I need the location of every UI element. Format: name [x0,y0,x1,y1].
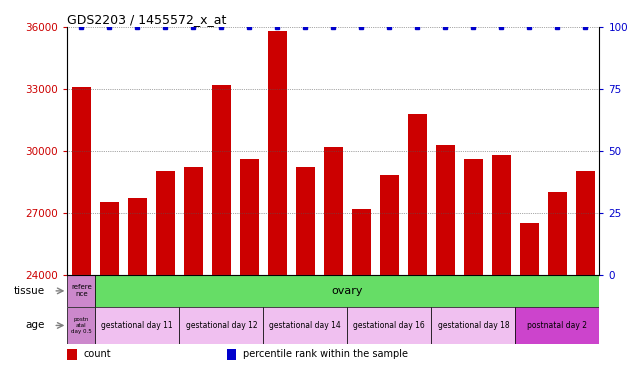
Bar [72,87,91,275]
Text: percentile rank within the sample: percentile rank within the sample [243,349,408,359]
Bar [347,307,431,344]
Text: refere
nce: refere nce [71,285,92,297]
Text: tissue: tissue [13,286,45,296]
Bar [128,198,147,275]
Bar [240,159,259,275]
Text: ovary: ovary [331,286,363,296]
Text: gestational day 16: gestational day 16 [353,321,425,330]
Bar [547,192,567,275]
Text: gestational day 14: gestational day 14 [269,321,341,330]
Bar [67,349,77,360]
Bar [296,167,315,275]
Text: gestational day 18: gestational day 18 [438,321,509,330]
Text: postnatal day 2: postnatal day 2 [528,321,587,330]
Text: postn
atal
day 0.5: postn atal day 0.5 [71,317,92,334]
Bar [463,159,483,275]
Bar [431,307,515,344]
Bar [212,85,231,275]
Bar [492,155,511,275]
Bar [227,349,237,360]
Bar [263,307,347,344]
Bar [351,209,371,275]
Bar [99,202,119,275]
Bar [67,307,96,344]
Text: count: count [83,349,111,359]
Bar [408,114,427,275]
Bar [576,171,595,275]
Bar [435,144,455,275]
Bar [156,171,175,275]
Bar [515,307,599,344]
Bar [379,175,399,275]
Bar [267,31,287,275]
Bar [179,307,263,344]
Bar [67,275,96,307]
Text: GDS2203 / 1455572_x_at: GDS2203 / 1455572_x_at [67,13,227,26]
Bar [520,223,539,275]
Text: gestational day 11: gestational day 11 [101,321,173,330]
Bar [183,167,203,275]
Text: gestational day 12: gestational day 12 [185,321,257,330]
Bar [324,147,343,275]
Text: age: age [26,320,45,331]
Bar [96,307,179,344]
